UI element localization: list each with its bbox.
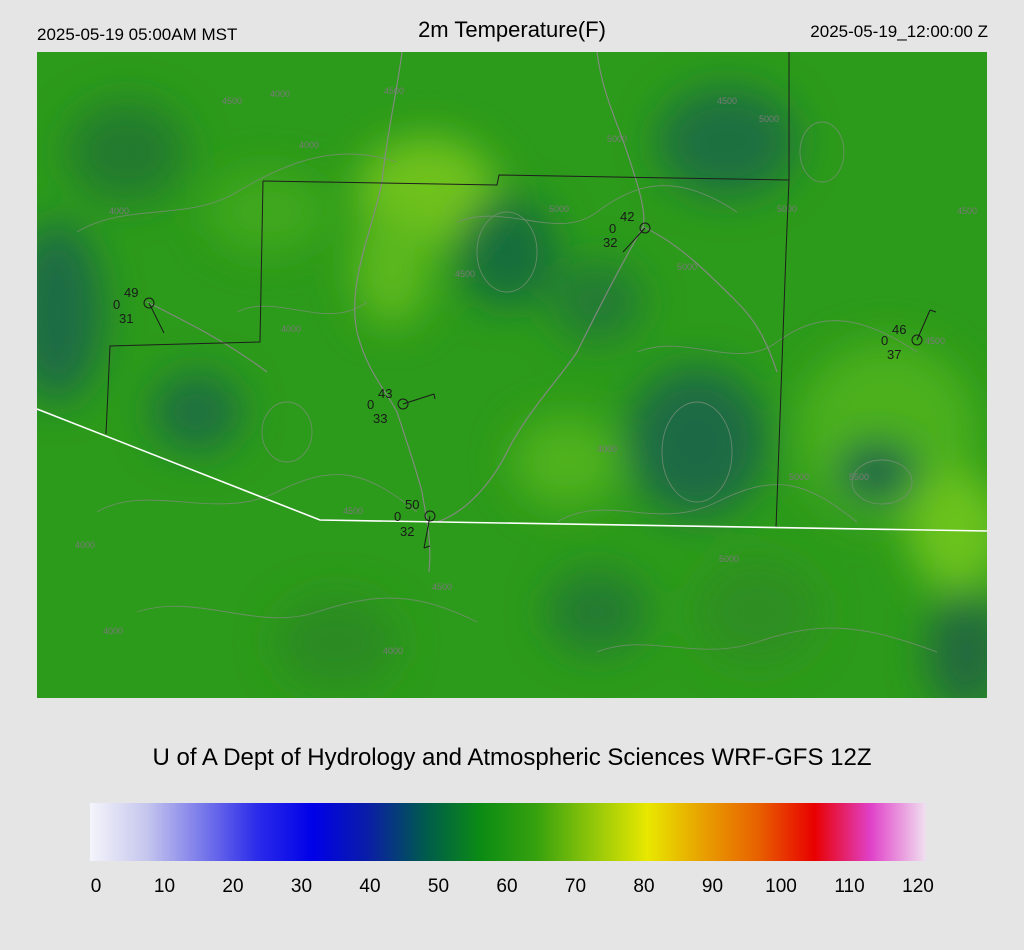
station-plot: 49 0 31	[113, 285, 165, 334]
station-cloud-cover: 0	[609, 221, 616, 236]
svg-text:5000: 5000	[759, 114, 779, 124]
international-border	[37, 408, 987, 532]
svg-text:4500: 4500	[343, 506, 363, 516]
svg-text:5500: 5500	[849, 472, 869, 482]
station-plot: 50 0 32	[394, 497, 436, 549]
colorbar-tick-labels: 0 10 20 30 40 50 60 70 80 90 100 110 120	[0, 876, 1024, 900]
svg-text:4000: 4000	[597, 444, 617, 454]
svg-text:4500: 4500	[455, 269, 475, 279]
colorbar-tick-label: 100	[765, 876, 797, 897]
svg-text:4000: 4000	[383, 646, 403, 656]
station-plot: 42 0 32	[603, 209, 651, 253]
station-dewpoint: 33	[373, 411, 387, 426]
station-cloud-cover: 0	[881, 333, 888, 348]
station-temperature: 42	[620, 209, 634, 224]
local-time-label: 2025-05-19 05:00AM MST	[37, 25, 238, 44]
station-dewpoint: 31	[119, 311, 133, 326]
svg-text:4500: 4500	[717, 96, 737, 106]
station-temperature: 49	[124, 285, 138, 300]
svg-text:4000: 4000	[75, 540, 95, 550]
temperature-field	[37, 87, 987, 698]
svg-text:4500: 4500	[222, 96, 242, 106]
colorbar-tick-label: 80	[633, 876, 655, 897]
svg-text:4500: 4500	[925, 336, 945, 346]
colorbar-tick-label: 110	[834, 876, 865, 897]
colorbar-tick-label: 0	[90, 876, 102, 897]
station-plots: 49 0 31 42 0 32 46 0 37	[113, 209, 937, 549]
svg-text:5000: 5000	[777, 204, 797, 214]
svg-text:4500: 4500	[384, 86, 404, 96]
temperature-colorbar	[90, 803, 926, 861]
svg-text:5000: 5000	[549, 204, 569, 214]
county-boundaries	[105, 52, 790, 529]
credit-line: U of A Dept of Hydrology and Atmospheric…	[152, 744, 872, 771]
svg-text:4000: 4000	[299, 140, 319, 150]
svg-text:4000: 4000	[270, 89, 290, 99]
svg-text:5000: 5000	[677, 262, 697, 272]
station-dewpoint: 32	[603, 235, 617, 250]
station-temperature: 50	[405, 497, 419, 512]
utc-time-label: 2025-05-19_12:00:00 Z	[810, 22, 988, 41]
station-dewpoint: 37	[887, 347, 901, 362]
station-temperature: 46	[892, 322, 906, 337]
map-title: 2m Temperature(F)	[418, 17, 606, 42]
station-temperature: 43	[378, 386, 392, 401]
station-dewpoint: 32	[400, 524, 414, 539]
svg-text:5000: 5000	[789, 472, 809, 482]
station-cloud-cover: 0	[113, 297, 120, 312]
svg-text:4000: 4000	[103, 626, 123, 636]
colorbar-tick-label: 10	[153, 876, 176, 897]
colorbar-tick-label: 70	[564, 876, 587, 897]
svg-text:4500: 4500	[432, 582, 452, 592]
colorbar-tick-label: 30	[290, 876, 313, 897]
station-cloud-cover: 0	[394, 509, 401, 524]
svg-text:4000: 4000	[109, 206, 129, 216]
contour-labels: 4500 4000 4000 4500 4000 5000 4500 5000 …	[75, 86, 977, 656]
svg-text:5000: 5000	[607, 134, 627, 144]
colorbar-tick-label: 50	[427, 876, 450, 897]
colorbar-tick-label: 120	[902, 876, 934, 897]
colorbar-tick-label: 20	[222, 876, 244, 897]
svg-text:5000: 5000	[719, 554, 739, 564]
terrain-contours	[76, 121, 938, 653]
colorbar-tick-label: 90	[701, 876, 724, 897]
rivers	[146, 52, 778, 573]
station-cloud-cover: 0	[367, 397, 374, 412]
station-plot: 43 0 33	[367, 386, 436, 426]
temperature-map: 4500 4000 4000 4500 4000 5000 4500 5000 …	[37, 52, 987, 698]
svg-text:4500: 4500	[957, 206, 977, 216]
colorbar-tick-label: 40	[359, 876, 381, 897]
station-plot: 46 0 37	[881, 309, 937, 362]
svg-text:4000: 4000	[281, 324, 301, 334]
colorbar-tick-label: 60	[496, 876, 518, 897]
